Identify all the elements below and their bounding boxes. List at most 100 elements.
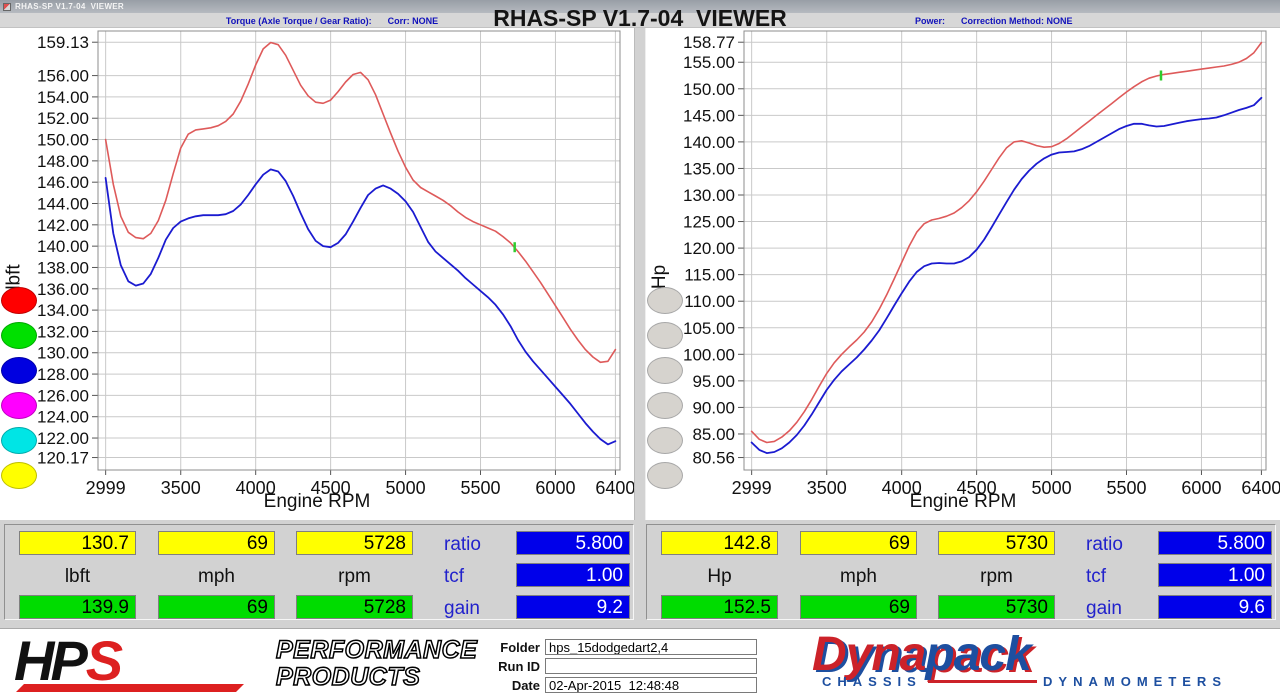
torque-header-label: Torque (Axle Torque / Gear Ratio): xyxy=(225,16,372,26)
gain-label: gain xyxy=(444,598,480,619)
speed-unit-label: mph xyxy=(840,566,877,587)
y-tick-label: 124.00 xyxy=(37,408,89,427)
tcf-label: tcf xyxy=(1086,566,1107,587)
power-readout-panel: 142.8 69 5730 Hp mph rpm 152.5 69 5730 r… xyxy=(646,524,1276,620)
gain-value: 9.6 xyxy=(1158,595,1272,619)
tcf-value: 1.00 xyxy=(516,563,630,587)
hps-logo-s: S xyxy=(85,629,124,692)
y-tick-label: 148.00 xyxy=(37,152,89,171)
y-tick-label: 95.00 xyxy=(692,372,735,391)
power-cursor-value-b: 152.5 xyxy=(661,595,778,619)
hps-logo-swoosh xyxy=(16,684,244,692)
y-tick-label: 132.00 xyxy=(37,322,89,341)
y-tick-label: 130.00 xyxy=(683,186,735,205)
y-tick-label: 150.00 xyxy=(37,131,89,150)
rpm-cursor-value-b: 5728 xyxy=(296,595,413,619)
hps-logo: HPS xyxy=(14,633,264,693)
y-tick-label: 85.00 xyxy=(692,425,735,444)
y-tick-label: 150.00 xyxy=(683,80,735,99)
ratio-value: 5.800 xyxy=(1158,531,1272,555)
x-tick-label: 6000 xyxy=(535,478,575,498)
run-color-button[interactable] xyxy=(1,322,37,349)
torque-x-axis-label: Engine RPM xyxy=(263,491,371,512)
run-color-button-inactive[interactable] xyxy=(647,322,683,349)
run-color-button[interactable] xyxy=(1,357,37,384)
rpm-unit-label: rpm xyxy=(980,566,1013,587)
run-color-buttons-right xyxy=(647,287,685,497)
run-id-input[interactable] xyxy=(545,658,757,674)
y-tick-label: 90.00 xyxy=(692,398,735,417)
power-chart-panel: 2999 3500 4000 4500 5000 5500 6000 6400 158.77 15… xyxy=(646,28,1280,520)
run-color-button-inactive[interactable] xyxy=(647,462,683,489)
panel-divider xyxy=(634,28,646,520)
y-tick-label: 115.00 xyxy=(684,266,735,285)
window-titlebar[interactable]: RHAS-SP V1.7-04 VIEWER xyxy=(0,0,1280,13)
dynapack-word-dyna: Dyna xyxy=(812,628,926,681)
power-chart[interactable]: 2999 3500 4000 4500 5000 5500 6000 6400158.7715… xyxy=(646,28,1280,520)
y-tick-label: 156.00 xyxy=(37,67,89,86)
gain-label: gain xyxy=(1086,598,1122,619)
tcf-label: tcf xyxy=(444,566,465,587)
window-title: RHAS-SP V1.7-04 VIEWER xyxy=(15,2,125,11)
torque-chart[interactable]: 2999 3500 4000 4500 5000 5500 6000 6400 159.13 15… xyxy=(0,28,635,520)
x-tick-label: 5500 xyxy=(460,478,500,498)
x-tick-label: 3500 xyxy=(807,478,847,498)
torque-red-curve xyxy=(104,41,617,364)
y-tick-label: 130.00 xyxy=(37,344,89,363)
run-id-label: Run ID xyxy=(498,658,540,674)
torque-readout-panel: 130.7 69 5728 lbft mph rpm 139.9 69 5728… xyxy=(4,524,634,620)
app-icon xyxy=(3,2,11,11)
tcf-value: 1.00 xyxy=(1158,563,1272,587)
y-tick-label: 140.00 xyxy=(37,237,89,256)
torque-header: Torque (Axle Torque / Gear Ratio): Corr: … xyxy=(60,16,620,26)
x-tick-label: 6000 xyxy=(1181,478,1221,498)
power-unit-label: Hp xyxy=(707,566,732,587)
chassis-text: CHASSIS xyxy=(822,674,922,689)
run-color-button-inactive[interactable] xyxy=(647,287,683,314)
dynapack-word-pack: pack xyxy=(925,628,1031,681)
ratio-label: ratio xyxy=(444,534,481,555)
y-tick-label: 158.77 xyxy=(683,33,735,52)
y-tick-label: 145.00 xyxy=(683,106,735,125)
torque-cursor-value-b: 139.9 xyxy=(19,595,136,619)
power-corr-label: Correction Method: NONE xyxy=(961,16,1073,26)
y-tick-label: 142.00 xyxy=(37,216,89,235)
date-label: Date xyxy=(511,677,540,693)
x-tick-label: 5500 xyxy=(1106,478,1146,498)
folder-input[interactable] xyxy=(545,639,757,655)
run-color-button[interactable] xyxy=(1,462,37,489)
rpm-cursor-value-b: 5730 xyxy=(938,595,1055,619)
toolbar-strip: Torque (Axle Torque / Gear Ratio): Corr: … xyxy=(0,13,1280,28)
dynapack-subtitle: CHASSIS DYNAMOMETERS xyxy=(812,674,1237,689)
y-tick-label: 125.00 xyxy=(683,213,735,232)
speed-cursor-value-a: 69 xyxy=(800,531,917,555)
date-input[interactable] xyxy=(545,677,757,693)
gain-value: 9.2 xyxy=(516,595,630,619)
run-color-button[interactable] xyxy=(1,427,37,454)
run-color-button[interactable] xyxy=(1,287,37,314)
speed-unit-label: mph xyxy=(198,566,235,587)
x-tick-label: 5000 xyxy=(1032,478,1072,498)
hps-performance-text: PERFORMANCE xyxy=(275,636,478,665)
speed-cursor-value-a: 69 xyxy=(158,531,275,555)
rpm-unit-label: rpm xyxy=(338,566,371,587)
x-tick-label: 3500 xyxy=(161,478,201,498)
power-red-curve xyxy=(750,41,1263,444)
run-color-button[interactable] xyxy=(1,392,37,419)
run-color-button-inactive[interactable] xyxy=(647,357,683,384)
power-cursor-value-a: 142.8 xyxy=(661,531,778,555)
x-tick-label: 5000 xyxy=(386,478,426,498)
torque-blue-curve xyxy=(104,168,617,446)
y-tick-label: 105.00 xyxy=(683,319,735,338)
x-tick-label: 6400 xyxy=(1241,478,1280,498)
rpm-cursor-value-a: 5728 xyxy=(296,531,413,555)
footer: HPS PERFORMANCE PRODUCTS Folder Run ID D… xyxy=(0,628,1280,699)
torque-y-axis-label: lbft xyxy=(3,264,25,290)
run-color-button-inactive[interactable] xyxy=(647,392,683,419)
y-tick-label: 136.00 xyxy=(37,280,89,299)
run-color-button-inactive[interactable] xyxy=(647,427,683,454)
y-tick-label: 140.00 xyxy=(683,133,735,152)
y-tick-label: 120.00 xyxy=(683,239,735,258)
y-tick-label: 126.00 xyxy=(37,386,89,405)
y-tick-label: 154.00 xyxy=(37,88,89,107)
